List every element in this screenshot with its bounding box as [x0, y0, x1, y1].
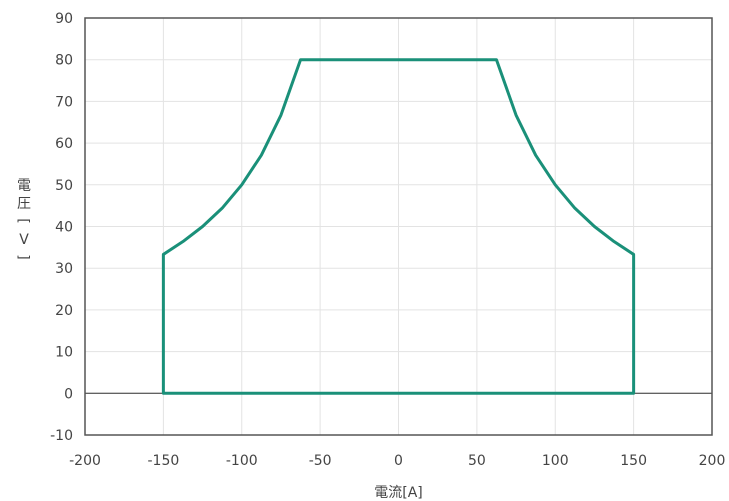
y-tick-label: -10 [50, 428, 73, 444]
y-tick-label: 30 [55, 261, 73, 277]
plot-frame [84, 17, 713, 436]
x-axis-label: 電流[A] [374, 485, 423, 501]
y-axis-label: 電圧 [ V] [15, 178, 31, 260]
y-axis-ticks: -10 0 10 20 30 40 50 60 70 80 90 [50, 11, 73, 444]
grid [84, 17, 713, 436]
x-tick-label: -150 [147, 453, 179, 469]
y-axis-label-char: [ [15, 218, 31, 223]
y-tick-label: 70 [55, 94, 73, 110]
y-axis-label-char: ] [15, 254, 31, 259]
y-tick-label: 40 [55, 220, 73, 236]
y-tick-label: 80 [55, 53, 73, 69]
y-tick-label: 0 [64, 386, 73, 402]
x-tick-label: 50 [468, 453, 486, 469]
y-axis-label-char: 電 [17, 178, 31, 194]
x-tick-label: -200 [69, 453, 101, 469]
x-tick-label: 0 [394, 453, 403, 469]
y-tick-label: 20 [55, 303, 73, 319]
x-tick-label: -100 [226, 453, 258, 469]
x-tick-label: 200 [699, 453, 726, 469]
x-axis-ticks: -200 -150 -100 -50 0 50 100 150 200 [69, 453, 725, 469]
series-group [161, 58, 636, 395]
y-tick-label: 90 [55, 11, 73, 27]
y-tick-label: 60 [55, 136, 73, 152]
y-axis-label-char: 圧 [17, 196, 31, 212]
y-axis-label-char: V [19, 232, 29, 248]
x-tick-label: 100 [542, 453, 569, 469]
y-tick-label: 50 [55, 178, 73, 194]
x-tick-label: 150 [620, 453, 647, 469]
series-line [161, 58, 636, 395]
x-tick-label: -50 [309, 453, 332, 469]
y-tick-label: 10 [55, 345, 73, 361]
